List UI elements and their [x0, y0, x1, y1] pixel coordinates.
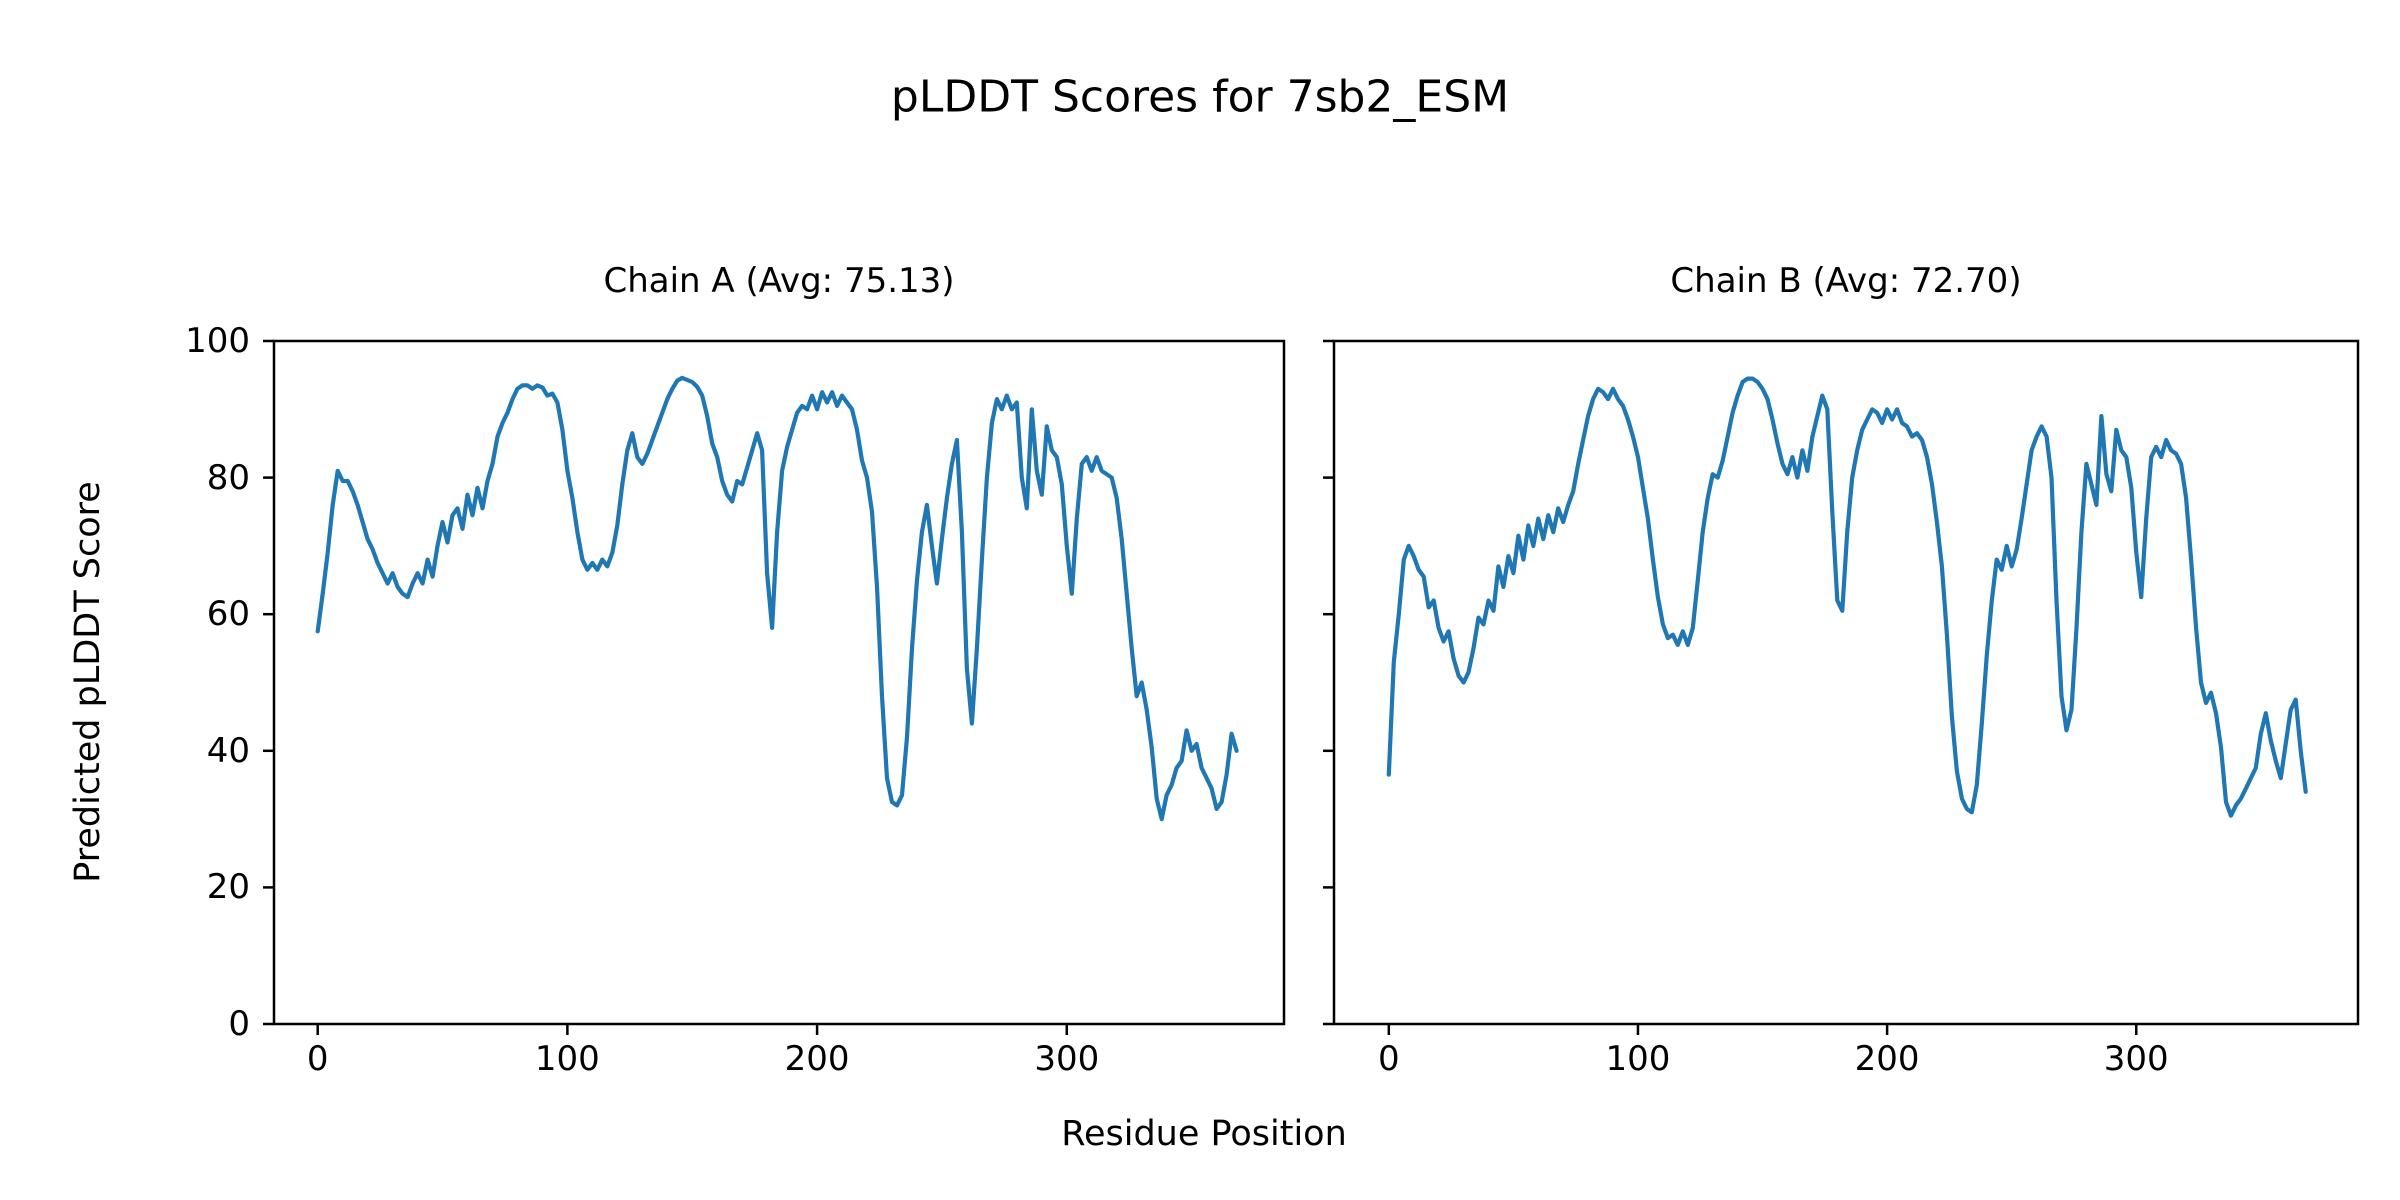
y-tick-label: 80	[206, 457, 250, 498]
x-tick-label: 200	[784, 1039, 850, 1079]
x-axis-label: Residue Position	[1061, 1114, 1347, 1154]
figure-title: pLDDT Scores for 7sb2_ESM	[890, 71, 1510, 123]
y-tick-label: 60	[206, 594, 250, 635]
x-tick-label: 0	[306, 1039, 329, 1079]
x-tick-label: 200	[1854, 1039, 1920, 1079]
x-tick-label: 0	[1377, 1039, 1400, 1079]
x-tick-label: 100	[534, 1039, 600, 1079]
plot-canvas	[263, 339, 1286, 1035]
axes-spines	[1332, 339, 2360, 1026]
plddt-line-chain-b	[1386, 376, 2308, 818]
chain-b-title: Chain B (Avg: 72.70)	[1670, 261, 2022, 301]
chain-a-subplot: Chain A (Avg: 75.13) 0 100 200 300 0 20 40 60 80…	[185, 261, 1286, 1076]
plot-canvas	[1323, 339, 2360, 1035]
chain-b-plot-area	[1323, 339, 2360, 1035]
y-tick-label: 0	[228, 1004, 250, 1044]
axes-spines	[272, 339, 1286, 1026]
x-tick-label: 300	[1034, 1039, 1100, 1079]
x-tick-label: 300	[2103, 1039, 2169, 1079]
y-tick-label: 20	[206, 867, 250, 908]
plddt-line-chain-a	[315, 375, 1239, 822]
y-tick-label: 40	[206, 730, 250, 771]
chain-a-plot-area	[263, 339, 1286, 1035]
chain-b-subplot: Chain B (Avg: 72.70) 0 100 200 300	[1323, 261, 2360, 1076]
y-axis-label: Predicted pLDDT Score	[68, 481, 108, 883]
y-tick-label: 100	[185, 321, 250, 361]
chain-a-title: Chain A (Avg: 75.13)	[603, 261, 955, 301]
x-tick-label: 100	[1605, 1039, 1671, 1079]
